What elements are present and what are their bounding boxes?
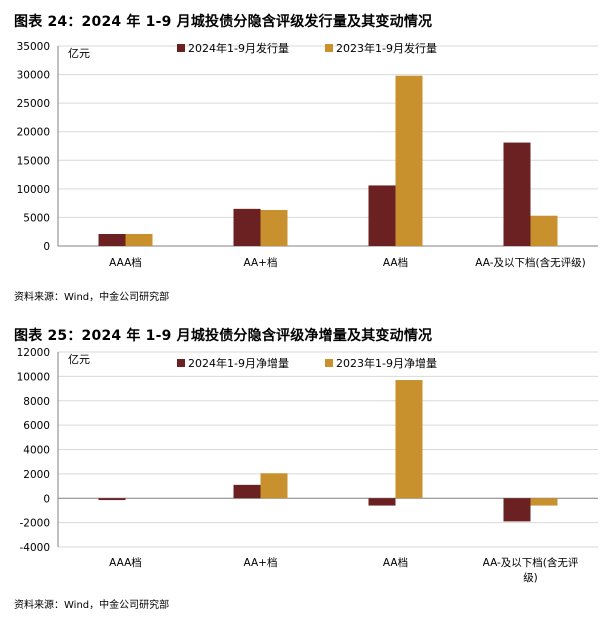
chart1-category-label: AA+档 — [244, 256, 278, 269]
chart1-issuance-by-rating: 0 5000 10000 15000 20000 25000 30000 35000 亿元 202… — [17, 41, 598, 269]
chart2-unit-label: 亿元 — [68, 353, 90, 366]
chart2-legend-swatch — [325, 359, 333, 367]
chart1-y-tick-label: 0 — [43, 241, 50, 253]
chart2-y-tick-label: 6000 — [23, 420, 50, 432]
chart2-y-tick-label: 10000 — [17, 371, 50, 383]
chart2-bar — [368, 498, 396, 506]
chart2-net-increase-by-rating: -4000 -2000 0 2000 4000 6000 8000 10000 12000 亿元 2… — [17, 347, 598, 584]
chart1-bar — [98, 234, 126, 246]
chart2-y-tick-label: 8000 — [23, 396, 50, 408]
chart1-bar — [368, 185, 396, 246]
chart2-legend-label: 2023年1-9月净增量 — [336, 356, 437, 370]
chart1-legend-label: 2023年1-9月发行量 — [336, 41, 437, 55]
chart1-bar — [260, 210, 288, 246]
chart2-legend-swatch — [177, 359, 185, 367]
chart1-bar — [503, 142, 531, 246]
chart1-legend-swatch — [325, 44, 333, 52]
chart2-bar — [98, 498, 126, 501]
chart2-bar — [395, 380, 423, 499]
chart1-y-tick-label: 25000 — [17, 98, 50, 110]
chart2-category-label: AA-及以下档(含无评 — [483, 556, 579, 569]
chart1-y-tick-label: 5000 — [23, 212, 50, 224]
chart2-y-tick-label: -4000 — [19, 542, 50, 554]
chart1-title: 图表 24：2024 年 1-9 月城投债分隐含评级发行量及其变动情况 — [14, 14, 433, 30]
chart2-y-tick-label: 4000 — [23, 445, 50, 457]
chart1-y-tick-label: 20000 — [17, 127, 50, 139]
chart2-category-label: AAA档 — [109, 556, 142, 569]
chart1-legend-label: 2024年1-9月发行量 — [188, 41, 289, 55]
chart1-bar — [395, 75, 423, 246]
chart1-bar — [125, 234, 153, 246]
chart1-category-label: AA档 — [383, 256, 408, 269]
chart1-legend-swatch — [177, 44, 185, 52]
chart2-category-label: 级) — [523, 572, 538, 584]
chart2-y-tick-label: 12000 — [17, 347, 50, 359]
chart2-title: 图表 25：2024 年 1-9 月城投债分隐含评级净增量及其变动情况 — [14, 328, 433, 344]
chart1-y-tick-label: 15000 — [17, 155, 50, 167]
chart1-y-tick-label: 10000 — [17, 184, 50, 196]
chart2-bar — [503, 498, 531, 522]
chart1-y-tick-label: 35000 — [17, 41, 50, 53]
chart1-y-tick-label: 30000 — [17, 70, 50, 82]
chart2-category-label: AA档 — [383, 556, 408, 569]
chart1-bar — [233, 208, 261, 246]
chart2-source: 资料来源：Wind，中金公司研究部 — [14, 600, 170, 611]
chart1-category-label: AAA档 — [109, 256, 142, 269]
chart2-legend-label: 2024年1-9月净增量 — [188, 356, 289, 370]
chart2-y-tick-label: -2000 — [19, 518, 50, 530]
chart2-y-tick-label: 2000 — [23, 469, 50, 481]
chart2-bar — [233, 484, 261, 499]
chart2-y-tick-label: 0 — [43, 493, 50, 505]
chart1-source: 资料来源：Wind，中金公司研究部 — [14, 292, 170, 303]
chart2-bar — [530, 498, 558, 506]
chart1-category-label: AA-及以下档(含无评级) — [475, 256, 585, 269]
chart2-bar — [260, 473, 288, 499]
chart1-unit-label: 亿元 — [68, 47, 90, 60]
chart2-category-label: AA+档 — [244, 556, 278, 569]
chart1-bar — [530, 215, 558, 246]
